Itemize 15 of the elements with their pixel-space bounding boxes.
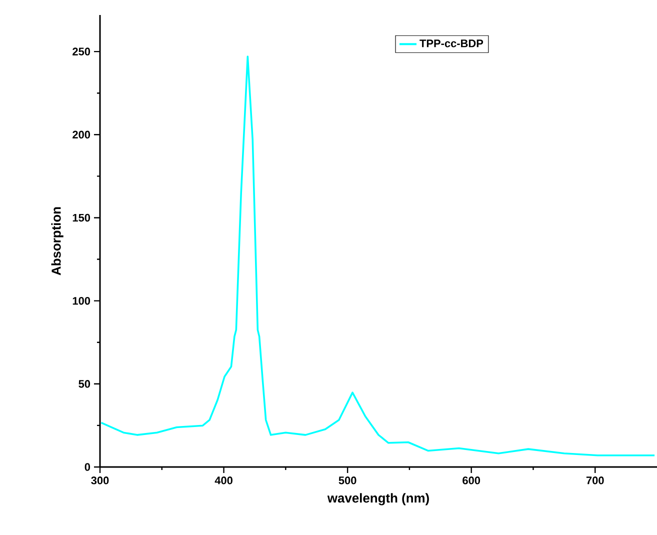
- y-tick-label: 250: [72, 48, 90, 56]
- x-tick-label: 700: [586, 476, 604, 484]
- y-tick-label: 200: [72, 130, 90, 139]
- x-tick-label: 400: [214, 476, 232, 484]
- y-axis-title: Absorption: [51, 207, 64, 276]
- y-tick-label: 150: [72, 214, 90, 222]
- y-tick-label: 100: [72, 296, 90, 305]
- y-tick-label: 50: [78, 380, 90, 388]
- y-tick-label: 0: [84, 463, 90, 471]
- line-series: [100, 56, 656, 456]
- x-tick-label: 500: [338, 476, 356, 484]
- x-axis-title: wavelength (nm): [327, 493, 429, 506]
- legend-label: TPP-cc-BDP: [420, 40, 484, 48]
- x-tick-label: 300: [91, 476, 109, 484]
- x-tick-label: 600: [462, 476, 480, 484]
